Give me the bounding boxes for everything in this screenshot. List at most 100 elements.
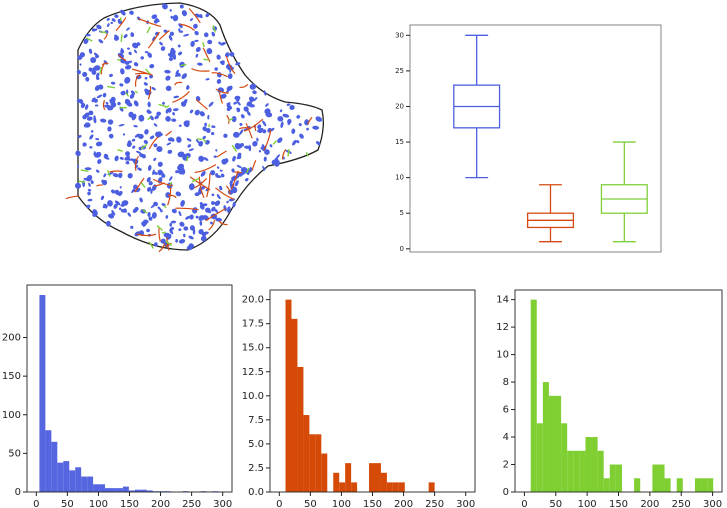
fiber	[205, 207, 226, 222]
cell-blob	[120, 68, 125, 75]
cell-blob	[286, 103, 291, 106]
histogram-bar	[122, 486, 129, 492]
cell-blob	[226, 107, 231, 112]
cell-blob	[118, 207, 122, 211]
cell-blob	[177, 170, 183, 175]
cell-blob	[147, 111, 152, 114]
fiber	[174, 81, 183, 86]
green-segment	[231, 144, 238, 152]
cell-blob	[223, 133, 228, 138]
fiber	[281, 149, 287, 160]
cell-blob	[295, 140, 300, 144]
cell-blob	[315, 141, 321, 146]
histogram-bar	[603, 478, 610, 492]
y-tick-label: 4	[503, 432, 509, 443]
histogram-bar	[536, 423, 543, 492]
cell-blob	[95, 138, 100, 141]
green-segment	[125, 92, 130, 97]
cell-blob	[84, 122, 91, 128]
cell-blob	[232, 201, 236, 208]
cell-blob	[95, 169, 100, 173]
x-tick-label: 50	[61, 499, 74, 508]
fiber	[211, 72, 228, 78]
cell-blob	[179, 4, 184, 9]
cell-blob	[114, 200, 121, 206]
cell-blob	[109, 73, 113, 78]
cell-blob	[149, 115, 154, 121]
cell-blob	[89, 146, 93, 149]
cell-blob	[87, 198, 93, 202]
fiber	[218, 220, 228, 226]
cell-blob	[173, 95, 180, 99]
green-segment	[208, 123, 211, 128]
cell-blob	[204, 32, 209, 38]
y-tick-label: 5.0	[248, 439, 264, 450]
fiber	[215, 187, 235, 200]
cell-blob	[90, 180, 94, 185]
cell-blob	[174, 74, 178, 77]
cell-blob	[157, 169, 163, 176]
cell-blob	[128, 51, 132, 56]
cell-blob	[167, 53, 173, 58]
green-segment	[78, 180, 86, 183]
cell-blob	[183, 226, 189, 231]
cell-blob	[165, 116, 171, 122]
cell-blob	[206, 129, 209, 133]
y-tick-label: 2	[503, 460, 509, 471]
cell-blob	[110, 212, 115, 217]
cell-blob	[172, 108, 179, 112]
cell-blob	[312, 125, 320, 130]
cell-blob	[79, 63, 82, 66]
cell-blob	[299, 133, 304, 139]
cell-blob	[87, 188, 92, 192]
cell-blob	[79, 52, 86, 58]
cell-blob	[243, 106, 249, 112]
cell-blob	[233, 101, 238, 105]
cell-blob	[235, 180, 239, 185]
cell-blob	[207, 114, 210, 120]
cell-blob	[147, 101, 151, 108]
x-tick-label: 250	[182, 499, 201, 508]
cell-blob	[263, 156, 267, 162]
green-segment	[228, 117, 234, 122]
cell-blob	[211, 125, 216, 128]
y-tick-label: 15.0	[242, 343, 264, 354]
histogram-bar	[309, 434, 316, 492]
cell-blob	[189, 18, 194, 22]
cell-blob	[178, 28, 181, 32]
cell-blob	[159, 41, 163, 46]
cell-blob	[96, 72, 100, 78]
cell-blob	[117, 52, 125, 59]
histogram-bar	[51, 441, 58, 492]
cell-blob	[82, 114, 87, 120]
cell-blob	[152, 36, 156, 42]
cell-blob	[185, 216, 190, 220]
histogram-bar	[392, 482, 399, 492]
histogram-bar	[676, 478, 683, 492]
cell-blob	[252, 141, 258, 147]
cell-blob	[84, 167, 92, 171]
cell-blob	[237, 101, 241, 106]
cell-blob	[306, 127, 309, 131]
cell-blob	[110, 21, 113, 25]
cell-blob	[219, 60, 225, 64]
histogram-bar	[548, 395, 556, 492]
x-tick-label: 200	[640, 499, 659, 508]
cell-blob	[291, 128, 296, 134]
cell-blob	[119, 156, 124, 160]
y-tick-label: 17.5	[242, 319, 264, 330]
x-tick-label: 0	[276, 499, 282, 508]
cell-blob	[195, 53, 199, 58]
cell-blob	[220, 41, 226, 46]
histogram-bar	[374, 463, 381, 492]
cell-blob	[195, 139, 199, 143]
cell-blob	[204, 139, 210, 145]
green-segment	[147, 116, 151, 121]
histogram-bar	[75, 467, 82, 492]
cell-blob	[179, 221, 185, 227]
histogram-bar	[297, 366, 304, 492]
fiber	[109, 170, 123, 173]
cell-blob	[134, 49, 137, 54]
fiber	[148, 136, 159, 150]
cell-blob	[149, 135, 155, 140]
